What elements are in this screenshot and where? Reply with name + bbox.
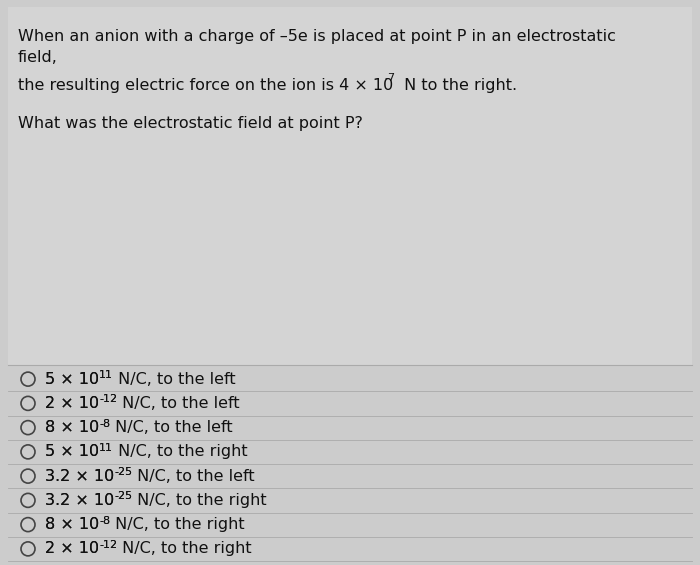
Text: the resulting electric force on the ion is 4 × 10: the resulting electric force on the ion … [18, 78, 393, 93]
Text: -25: -25 [114, 492, 132, 501]
Text: 5 × 10: 5 × 10 [45, 445, 99, 459]
Text: When an anion with a charge of –5e is placed at point P in an electrostatic: When an anion with a charge of –5e is pl… [18, 29, 616, 44]
Bar [8, 367, 692, 561]
Text: 11: 11 [99, 370, 113, 380]
Text: N/C, to the right: N/C, to the right [132, 493, 267, 508]
Text: N/C, to the right: N/C, to the right [118, 541, 252, 557]
Text: 2 × 10: 2 × 10 [45, 541, 99, 557]
Text: 2 × 10: 2 × 10 [45, 396, 99, 411]
Text: 5 × 10: 5 × 10 [45, 372, 99, 386]
Text: 8 × 10: 8 × 10 [45, 420, 99, 435]
Text: -25: -25 [114, 492, 132, 501]
Text: 2 × 10: 2 × 10 [45, 541, 99, 557]
Text: 5 × 10: 5 × 10 [45, 445, 99, 459]
Text: -25: -25 [114, 467, 132, 477]
Text: 8 × 10: 8 × 10 [45, 517, 99, 532]
Text: -25: -25 [114, 467, 132, 477]
Text: N to the right.: N to the right. [399, 78, 517, 93]
Text: -8: -8 [99, 516, 111, 525]
Text: N/C, to the left: N/C, to the left [118, 396, 240, 411]
Text: 11: 11 [99, 443, 113, 453]
Text: N/C, to the right: N/C, to the right [111, 517, 245, 532]
Text: 8 × 10: 8 × 10 [45, 517, 99, 532]
Text: 3.2 × 10: 3.2 × 10 [45, 468, 114, 484]
Text: -8: -8 [99, 419, 111, 429]
Text: 11: 11 [99, 443, 113, 453]
Text: -12: -12 [99, 394, 118, 405]
Text: -12: -12 [99, 540, 118, 550]
Text: -7: -7 [384, 73, 395, 83]
Text: N/C, to the left: N/C, to the left [132, 468, 255, 484]
Text: 3.2 × 10: 3.2 × 10 [45, 493, 114, 508]
Text: 2 × 10: 2 × 10 [45, 396, 99, 411]
Text: 3.2 × 10: 3.2 × 10 [45, 493, 114, 508]
Text: 8 × 10: 8 × 10 [45, 420, 99, 435]
Text: -8: -8 [99, 419, 111, 429]
Text: 5 × 10: 5 × 10 [45, 372, 99, 386]
Text: What was the electrostatic field at point P?: What was the electrostatic field at poin… [18, 116, 363, 131]
Text: field,: field, [18, 50, 58, 65]
Bar [8, 7, 692, 365]
Text: N/C, to the left: N/C, to the left [113, 372, 236, 386]
Text: -12: -12 [99, 540, 118, 550]
Text: N/C, to the right: N/C, to the right [113, 445, 248, 459]
Text: -8: -8 [99, 516, 111, 525]
Text: -12: -12 [99, 394, 118, 405]
Text: 3.2 × 10: 3.2 × 10 [45, 468, 114, 484]
Text: 11: 11 [99, 370, 113, 380]
Text: N/C, to the left: N/C, to the left [111, 420, 233, 435]
